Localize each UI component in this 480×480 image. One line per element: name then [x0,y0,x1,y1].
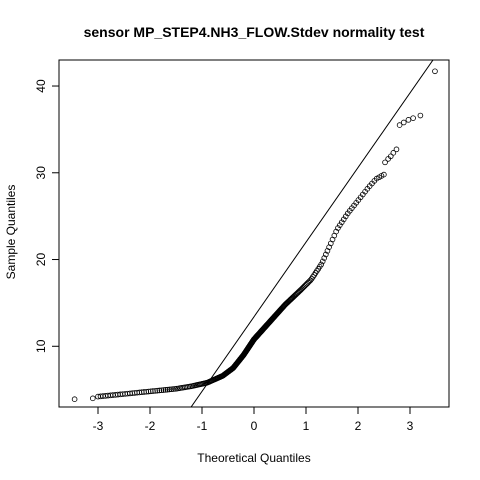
data-point [393,146,400,153]
x-tick-label: -2 [145,419,156,433]
data-point [396,122,403,128]
data-point [321,255,328,261]
data-point [319,258,326,265]
data-point [323,251,329,258]
data-point [400,119,407,126]
data-point [147,388,154,395]
y-tick-label: 10 [34,339,48,353]
data-point [152,388,158,394]
data-point [158,387,165,394]
data-point [297,287,304,293]
data-point [335,225,341,231]
x-tick-label: -1 [197,419,208,433]
data-point [170,386,176,392]
data-point [324,248,331,254]
data-point [417,112,424,119]
data-point [381,171,387,178]
data-point [160,387,167,393]
data-point [90,395,96,402]
data-point [168,386,175,393]
data-point [337,222,343,228]
data-point [71,396,78,402]
y-axis-label: Sample Quantiles [4,185,18,280]
data-point [162,387,169,393]
x-axis: -3 -2 -1 0 1 2 3 [93,406,414,433]
data-point [387,153,394,160]
data-point [154,387,161,394]
data-point [432,68,438,75]
data-point [166,386,173,393]
data-point [410,115,416,121]
data-point [318,261,324,268]
data-point [156,387,163,394]
data-point [164,386,171,393]
data-point [390,150,397,156]
qq-reference-line [190,60,434,407]
y-axis: 10 20 30 40 [34,79,60,353]
data-point [382,159,388,166]
x-tick-label: 0 [251,419,258,433]
chart-title: sensor MP_STEP4.NH3_FLOW.Stdev normality… [84,24,425,40]
x-tick-label: 2 [355,419,362,433]
x-axis-label: Theoretical Quantiles [197,451,310,465]
x-tick-label: 3 [407,419,414,433]
y-tick-label: 40 [34,79,48,93]
y-tick-label: 20 [34,253,48,267]
data-point [172,386,178,392]
data-point [150,388,156,394]
x-tick-label: 1 [303,419,310,433]
plot-area [71,60,438,407]
data-point [297,287,303,294]
y-tick-label: 30 [34,166,48,180]
data-point [405,117,412,123]
x-tick-label: -3 [93,419,104,433]
